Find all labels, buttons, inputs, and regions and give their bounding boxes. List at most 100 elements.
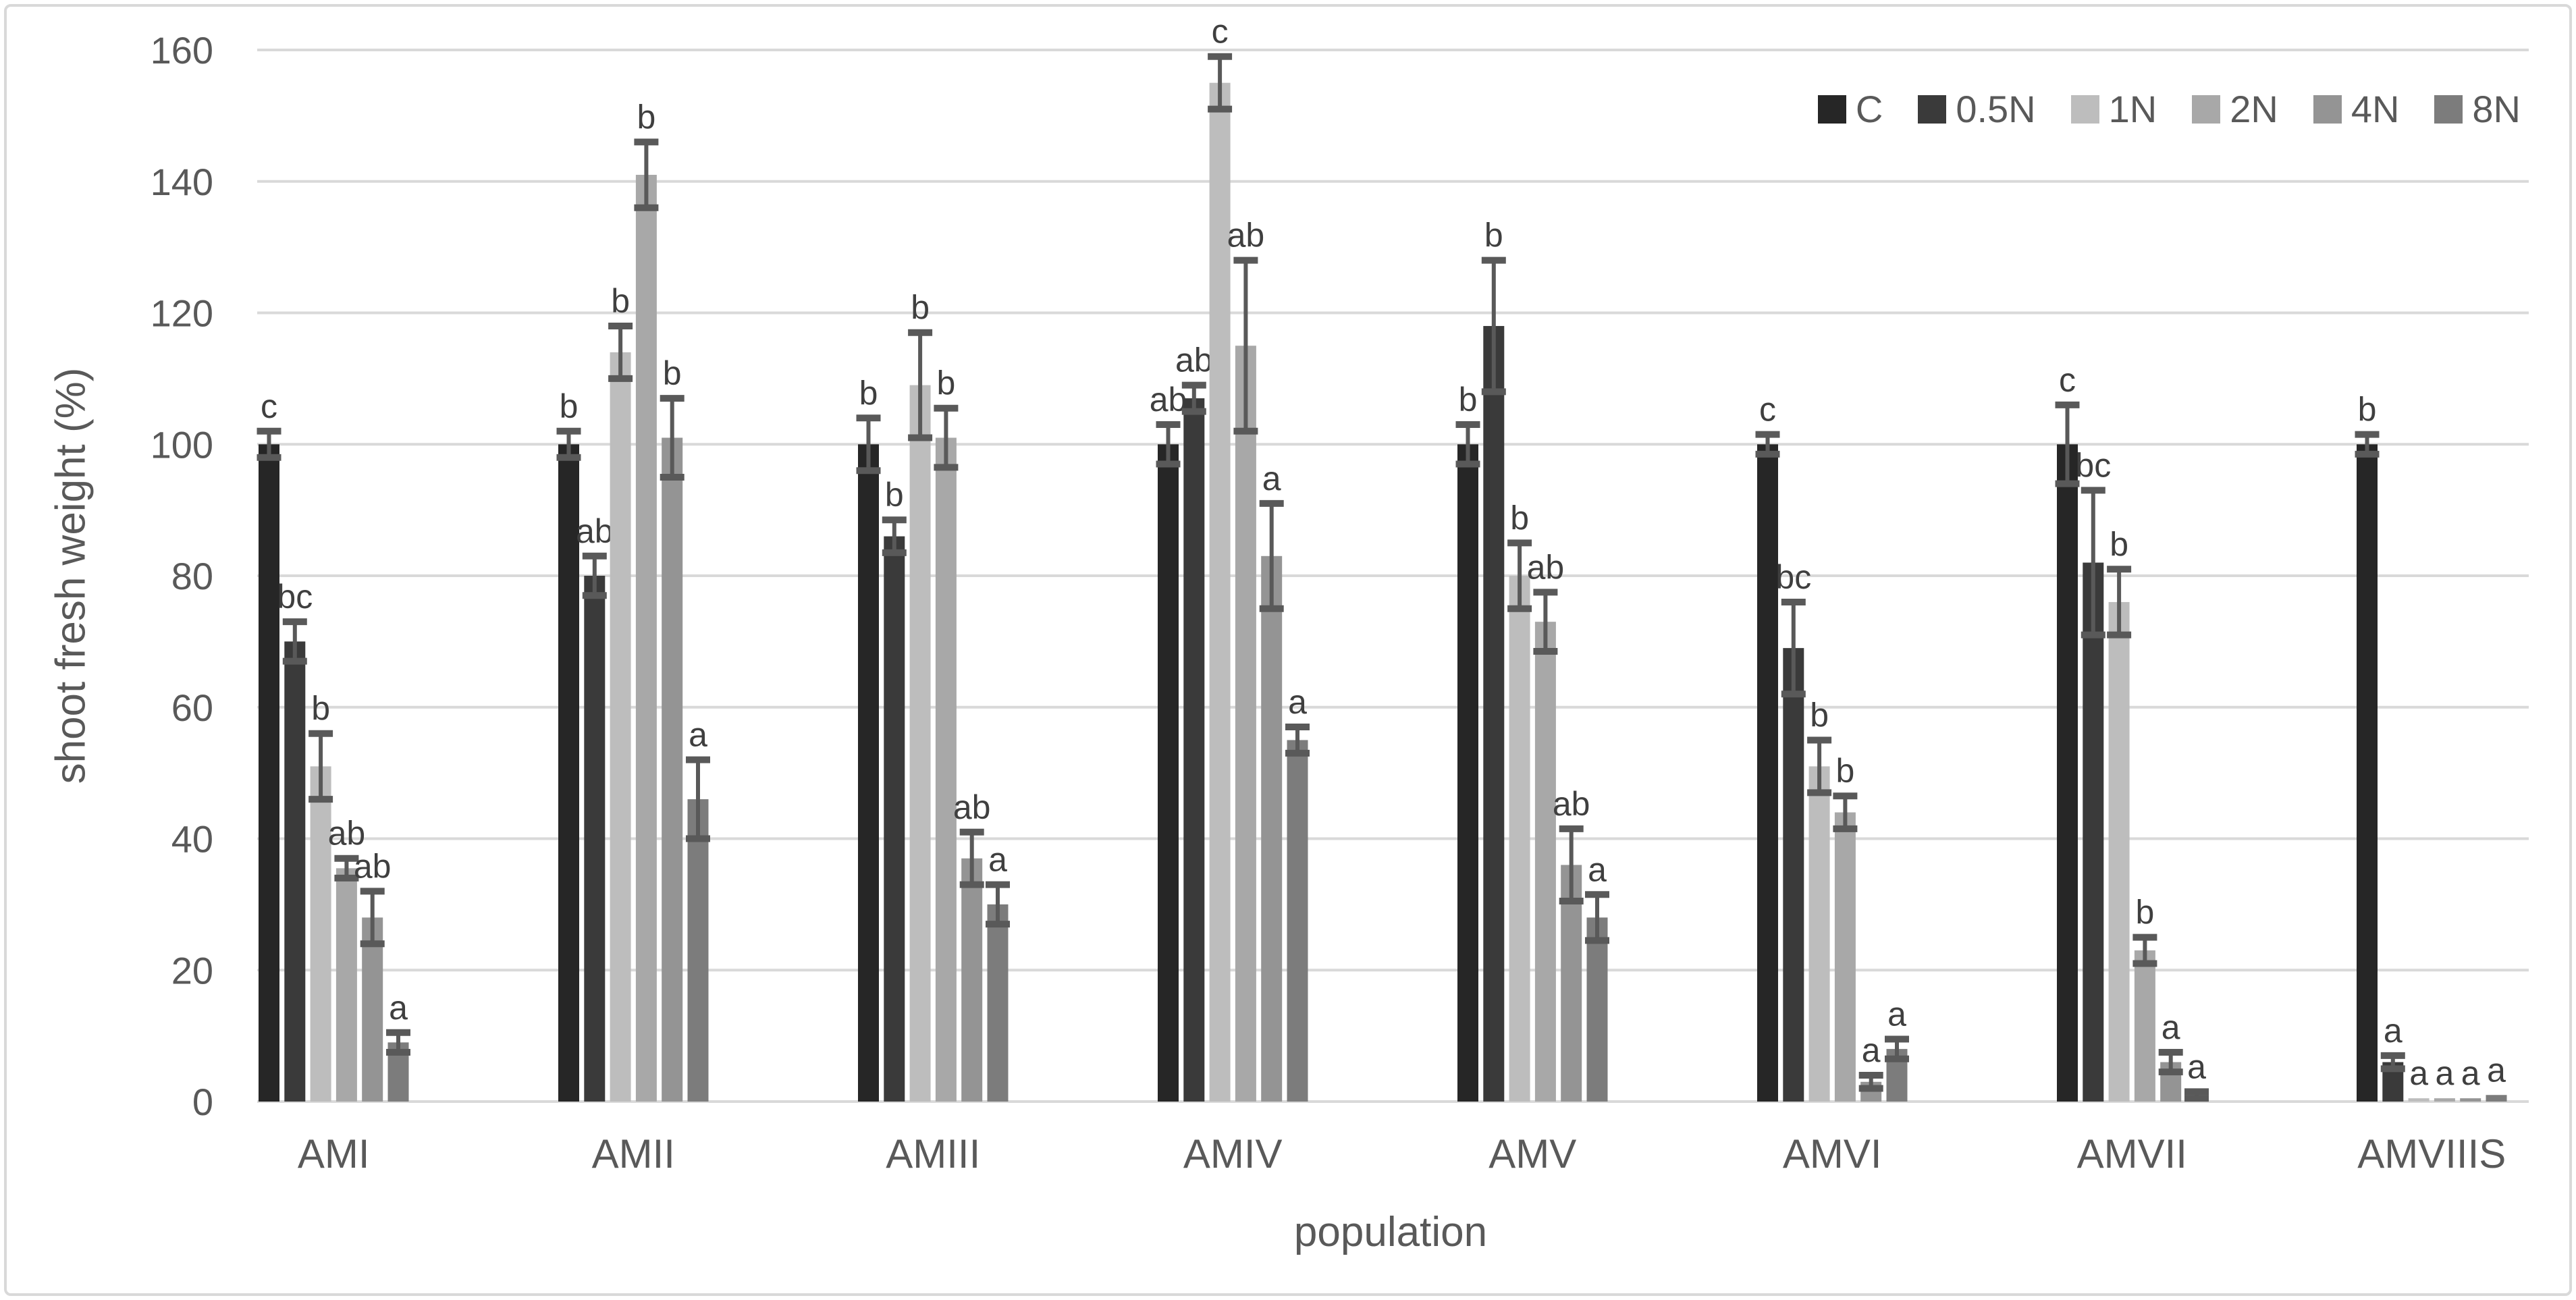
- bar-2N-AMVIIIS: [2434, 1098, 2455, 1102]
- legend-swatch: [2313, 95, 2342, 124]
- y-tick-label: 100: [151, 423, 213, 466]
- legend-swatch: [2192, 95, 2221, 124]
- sig-letter: c: [1759, 391, 1776, 429]
- y-tick-label: 160: [151, 29, 213, 72]
- legend-label: 8N: [2472, 88, 2521, 130]
- bar-1N-AMI: [310, 766, 331, 1102]
- bar-1N-AMIV: [1209, 82, 1231, 1102]
- sig-letter: b: [1484, 217, 1503, 254]
- sig-letter: ab: [1227, 217, 1265, 254]
- x-category-label: AMVII: [2077, 1131, 2187, 1176]
- sig-letter: a: [2409, 1054, 2428, 1092]
- x-category-label: AMV: [1488, 1131, 1576, 1176]
- sig-letter: b: [859, 374, 878, 412]
- sig-letter: b: [1459, 381, 1478, 418]
- bar-C-AMII: [558, 444, 579, 1102]
- bar-8N-AMV: [1586, 917, 1608, 1102]
- bar-1N-AMIII: [909, 385, 931, 1102]
- legend-item-2N: 2N: [2192, 90, 2278, 128]
- legend-swatch: [1918, 95, 1947, 124]
- sig-letter: a: [2384, 1012, 2403, 1050]
- bar-1N-AMVII: [2108, 601, 2130, 1102]
- y-axis-title: shoot fresh weight (%): [47, 367, 95, 784]
- legend-item-C: C: [1817, 90, 1883, 128]
- x-category-label: AMIII: [886, 1131, 980, 1176]
- sig-letter: b: [2358, 391, 2377, 429]
- sig-letter: ab: [1553, 785, 1590, 823]
- legend-item-0.5N: 0.5N: [1918, 88, 2036, 130]
- bar-0.5N-AMIII: [884, 536, 905, 1102]
- sig-letter: b: [2110, 525, 2128, 563]
- bar-4N-AMIII: [961, 858, 983, 1102]
- sig-letter: b: [911, 289, 930, 327]
- bar-2N-AMVII: [2134, 950, 2155, 1102]
- x-category-label: AMII: [592, 1131, 675, 1176]
- sig-letter: a: [1262, 460, 1281, 497]
- bar-4N-AMVIIIS: [2460, 1098, 2481, 1102]
- sig-letter: b: [936, 364, 955, 402]
- bar-C-AMVIIIS: [2357, 444, 2378, 1102]
- sig-letter: c: [1212, 13, 1229, 51]
- y-tick-label: 60: [171, 686, 213, 729]
- y-tick-label: 20: [171, 949, 213, 992]
- bar-1N-AMVIIIS: [2408, 1098, 2430, 1102]
- legend-label: 4N: [2351, 88, 2400, 130]
- sig-letter: a: [988, 841, 1007, 879]
- legend-item-8N: 8N: [2434, 90, 2521, 128]
- bar-2N-AMII: [635, 175, 657, 1102]
- sig-letter: a: [1887, 995, 1906, 1033]
- legend-swatch: [1817, 95, 1846, 124]
- bar-0.5N-AMII: [584, 576, 606, 1102]
- legend-label: 1N: [2108, 88, 2157, 130]
- sig-letter: b: [637, 98, 655, 136]
- y-tick-label: 0: [192, 1081, 213, 1123]
- sig-letter: ab: [354, 847, 392, 885]
- sig-letter: b: [1510, 499, 1529, 537]
- sig-letter: b: [1835, 752, 1854, 790]
- x-category-label: AMI: [298, 1131, 370, 1176]
- bar-1N-AMII: [610, 352, 631, 1102]
- bar-2N-AMV: [1534, 622, 1556, 1102]
- bar-C-AMV: [1457, 444, 1478, 1102]
- sig-letter: b: [1810, 696, 1829, 734]
- legend-item-4N: 4N: [2313, 88, 2400, 130]
- sig-letter: a: [1588, 850, 1607, 888]
- bar-C-AMVI: [1757, 444, 1778, 1102]
- sig-letter: c: [261, 387, 277, 425]
- bar-8N-AMII: [687, 799, 709, 1102]
- bar-0.5N-AMV: [1483, 325, 1505, 1102]
- bar-C-AMVII: [2057, 444, 2078, 1102]
- legend-swatch: [2434, 95, 2463, 124]
- bar-4N-AMII: [662, 437, 683, 1102]
- bar-8N-AMIV: [1287, 740, 1308, 1102]
- bar-0.5N-AMIV: [1183, 398, 1205, 1102]
- y-tick-label: 80: [171, 555, 213, 597]
- sig-letter: a: [1288, 683, 1307, 721]
- sig-letter: ab: [328, 815, 366, 852]
- sig-letter: a: [2487, 1051, 2506, 1089]
- bar-8N-AMVIIIS: [2486, 1095, 2507, 1102]
- sig-letter: a: [2461, 1054, 2480, 1092]
- bar-C-AMI: [259, 444, 279, 1102]
- sig-letter: a: [2162, 1008, 2180, 1046]
- bar-1N-AMV: [1509, 576, 1530, 1102]
- sig-letter: ab: [953, 788, 991, 826]
- legend-label: 0.5N: [1956, 88, 2036, 130]
- legend-swatch: [2070, 95, 2099, 124]
- sig-letter: b: [311, 690, 330, 728]
- sig-letter: b: [611, 282, 630, 320]
- y-tick-label: 120: [151, 292, 213, 335]
- bar-4N-AMIV: [1261, 556, 1283, 1102]
- x-category-label: AMIV: [1183, 1131, 1283, 1176]
- sig-letter: b: [2135, 894, 2154, 931]
- sig-letter: ab: [1527, 548, 1565, 586]
- sig-letter: ab: [1175, 342, 1213, 379]
- sig-letter: c: [2059, 361, 2076, 399]
- sig-letter: b: [885, 476, 904, 514]
- bar-0.5N-AMI: [284, 641, 306, 1102]
- sig-letter: a: [689, 716, 707, 754]
- bar-2N-AMIII: [935, 437, 957, 1102]
- bar-0.5N-AMVII: [2083, 562, 2104, 1102]
